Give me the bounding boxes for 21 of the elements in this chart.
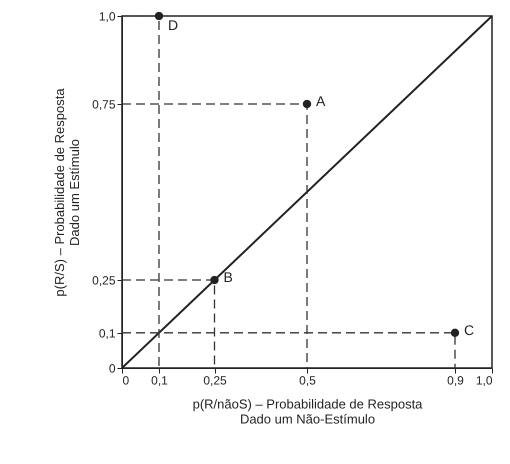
annotation: A [316, 93, 326, 109]
y-tick-label: 1,0 [98, 10, 116, 24]
y-tick-label: 0,75 [92, 98, 116, 112]
annotation: B [224, 269, 233, 285]
point [450, 328, 460, 337]
x-tick-label: 0 [122, 374, 130, 388]
y-tick-label: 0 [108, 362, 116, 376]
x-tick-label: 1,0 [476, 374, 493, 388]
x-tick-label: 0,25 [203, 374, 227, 388]
x-tick-label: 0,9 [447, 374, 464, 388]
point [154, 12, 164, 20]
annotation: D [168, 17, 178, 33]
x-tick-label: 0,1 [151, 374, 168, 388]
y-axis-title: p(R/S) – Probabilidade de Resposta Dado um Estímulo [52, 88, 82, 297]
y-tick-label: 0,1 [98, 326, 116, 340]
point [302, 100, 312, 108]
x-tick-label: 0,5 [299, 374, 316, 388]
x-axis-title: p(R/nãoS) – Probabilidade de Resposta Dado um Não-Estímulo [192, 396, 424, 426]
y-tick-label: 0,25 [92, 274, 116, 288]
annotation: C [464, 322, 474, 338]
point [210, 276, 219, 284]
